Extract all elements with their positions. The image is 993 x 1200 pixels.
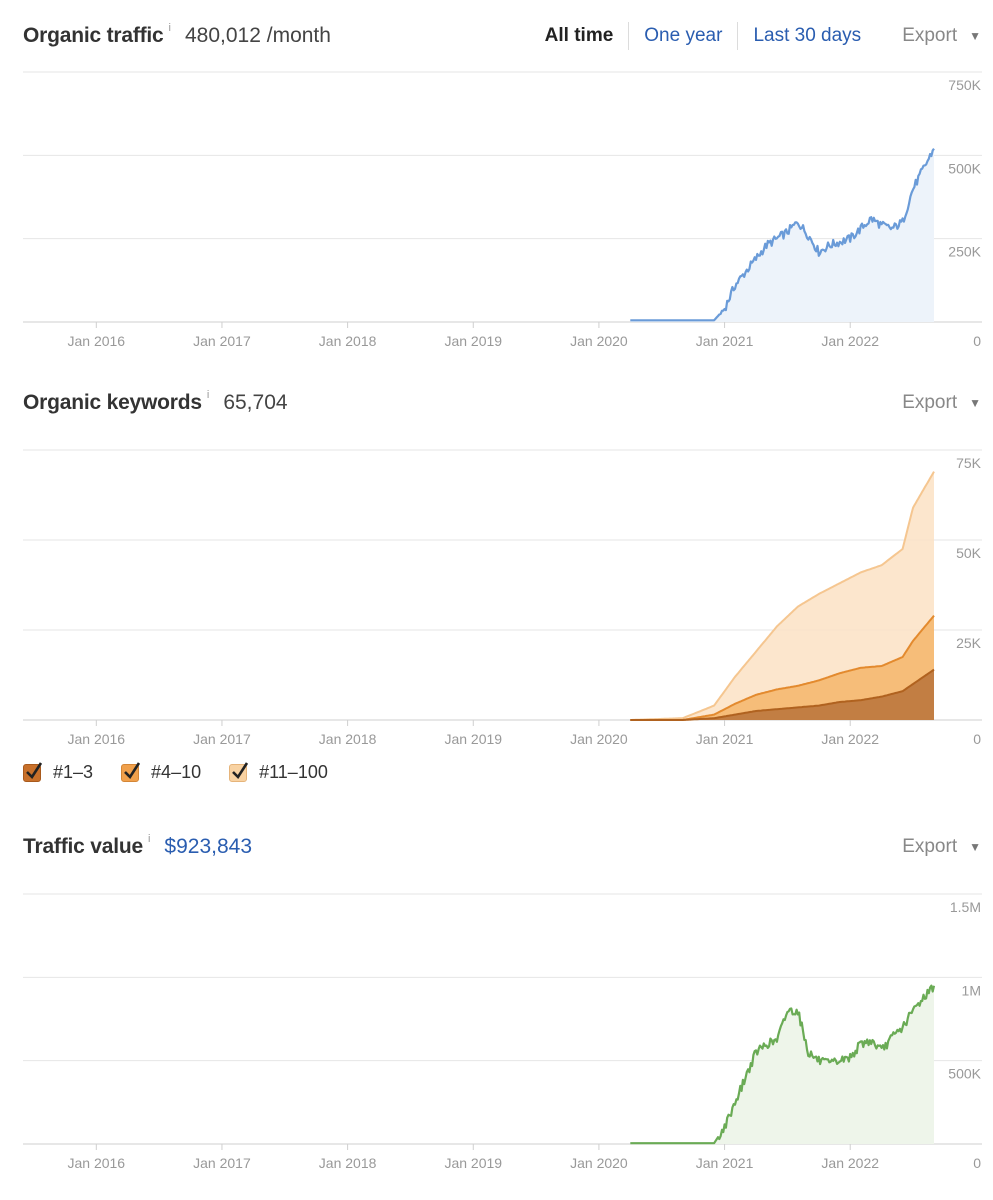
x-tick-label: Jan 2017 xyxy=(193,1155,251,1171)
series-line-1 xyxy=(630,668,935,721)
y-tick-label: 1.5M xyxy=(950,899,981,915)
x-tick-label: Jan 2022 xyxy=(821,1155,879,1171)
keywords-legend: #1–3 #4–10 #11–100 xyxy=(23,761,356,783)
traffic-value-value[interactable]: $923,843 xyxy=(164,835,253,858)
x-tick-label: Jan 2018 xyxy=(319,731,377,747)
time-range-tabs: All time One year Last 30 days xyxy=(530,22,877,50)
organic-keywords-export-button[interactable]: Export ▼ xyxy=(902,392,981,414)
series-area-3 xyxy=(630,471,934,720)
x-tick-label: Jan 2022 xyxy=(821,333,879,349)
x-tick-label: Jan 2018 xyxy=(319,1155,377,1171)
x-tick-label: Jan 2021 xyxy=(696,333,754,349)
organic-keywords-value: 65,704 xyxy=(223,391,288,414)
traffic-value-header: Traffic value i $923,843 Export ▼ xyxy=(23,829,981,865)
series-area-2 xyxy=(630,615,934,720)
checkbox-checked-icon[interactable] xyxy=(121,761,141,782)
organic-keywords-header: Organic keywords i 65,704 Export ▼ xyxy=(23,385,981,421)
legend-item-pos-1-3[interactable]: #1–3 xyxy=(23,761,94,783)
legend-item-pos-4-10[interactable]: #4–10 xyxy=(121,761,202,783)
series-line xyxy=(630,148,935,322)
x-tick-label: Jan 2020 xyxy=(570,731,628,747)
traffic-value-title: Traffic value xyxy=(23,835,143,858)
x-tick-label: Jan 2020 xyxy=(570,333,628,349)
y-tick-label: 0 xyxy=(973,333,981,349)
series-area-1 xyxy=(630,669,934,720)
legend-label: #1–3 xyxy=(53,762,94,782)
legend-label: #4–10 xyxy=(151,762,202,782)
tab-one-year[interactable]: One year xyxy=(629,22,739,50)
y-tick-label: 250K xyxy=(948,244,981,260)
x-tick-label: Jan 2020 xyxy=(570,1155,628,1171)
y-tick-label: 25K xyxy=(956,635,982,651)
y-tick-label: 0 xyxy=(973,1155,981,1171)
organic-traffic-header: Organic traffic i 480,012 /month All tim… xyxy=(23,18,981,54)
traffic-value-export-button[interactable]: Export ▼ xyxy=(902,836,981,858)
x-tick-label: Jan 2021 xyxy=(696,1155,754,1171)
caret-down-icon: ▼ xyxy=(969,29,981,43)
traffic-value-info-icon[interactable]: i xyxy=(147,833,151,845)
x-tick-label: Jan 2017 xyxy=(193,333,251,349)
x-tick-label: Jan 2016 xyxy=(67,333,125,349)
x-tick-label: Jan 2022 xyxy=(821,731,879,747)
x-tick-label: Jan 2018 xyxy=(319,333,377,349)
organic-traffic-chart: 0 250K 500K 750K Jan 2016 Jan 2017 Jan 2018 Jan… xyxy=(23,71,982,349)
traffic-value-chart: 0 500K 1M 1.5M Jan 2016 Jan 2017 Jan 2018 Jan 2… xyxy=(23,893,982,1171)
organic-keywords-chart: 0 25K 50K 75K Jan 2016 Jan 2017 Jan 2018 Jan 20… xyxy=(23,449,982,747)
x-tick-label: Jan 2019 xyxy=(444,731,502,747)
y-tick-label: 500K xyxy=(948,160,981,176)
tab-last-30-days[interactable]: Last 30 days xyxy=(753,25,862,46)
y-tick-label: 750K xyxy=(948,77,981,93)
y-tick-label: 500K xyxy=(948,1066,981,1082)
x-tick-label: Jan 2017 xyxy=(193,731,251,747)
caret-down-icon: ▼ xyxy=(969,840,981,854)
tab-all-time[interactable]: All time xyxy=(530,22,630,50)
y-tick-label: 0 xyxy=(973,731,981,747)
x-tick-label: Jan 2021 xyxy=(696,731,754,747)
series-area xyxy=(630,985,934,1144)
organic-keywords-info-icon[interactable]: i xyxy=(206,389,210,401)
series-line-3 xyxy=(630,471,935,721)
legend-item-pos-11-100[interactable]: #11–100 xyxy=(229,761,328,783)
y-tick-label: 75K xyxy=(956,455,982,471)
organic-traffic-title: Organic traffic xyxy=(23,24,164,47)
caret-down-icon: ▼ xyxy=(969,396,981,410)
legend-label: #11–100 xyxy=(259,762,328,782)
y-tick-label: 1M xyxy=(962,982,981,998)
organic-keywords-title: Organic keywords xyxy=(23,391,202,414)
checkbox-checked-icon[interactable] xyxy=(23,761,43,782)
organic-traffic-value: 480,012 /month xyxy=(185,24,331,47)
export-label: Export xyxy=(902,392,958,413)
x-tick-label: Jan 2019 xyxy=(444,1155,502,1171)
checkbox-checked-icon[interactable] xyxy=(229,761,249,782)
x-tick-label: Jan 2016 xyxy=(67,731,125,747)
series-line xyxy=(630,984,936,1145)
y-tick-label: 50K xyxy=(956,545,982,561)
x-tick-label: Jan 2019 xyxy=(444,333,502,349)
x-tick-label: Jan 2016 xyxy=(67,1155,125,1171)
organic-traffic-info-icon[interactable]: i xyxy=(168,22,171,34)
export-label: Export xyxy=(902,836,958,857)
organic-traffic-export-button[interactable]: Export ▼ xyxy=(902,25,981,47)
export-label: Export xyxy=(902,25,958,46)
